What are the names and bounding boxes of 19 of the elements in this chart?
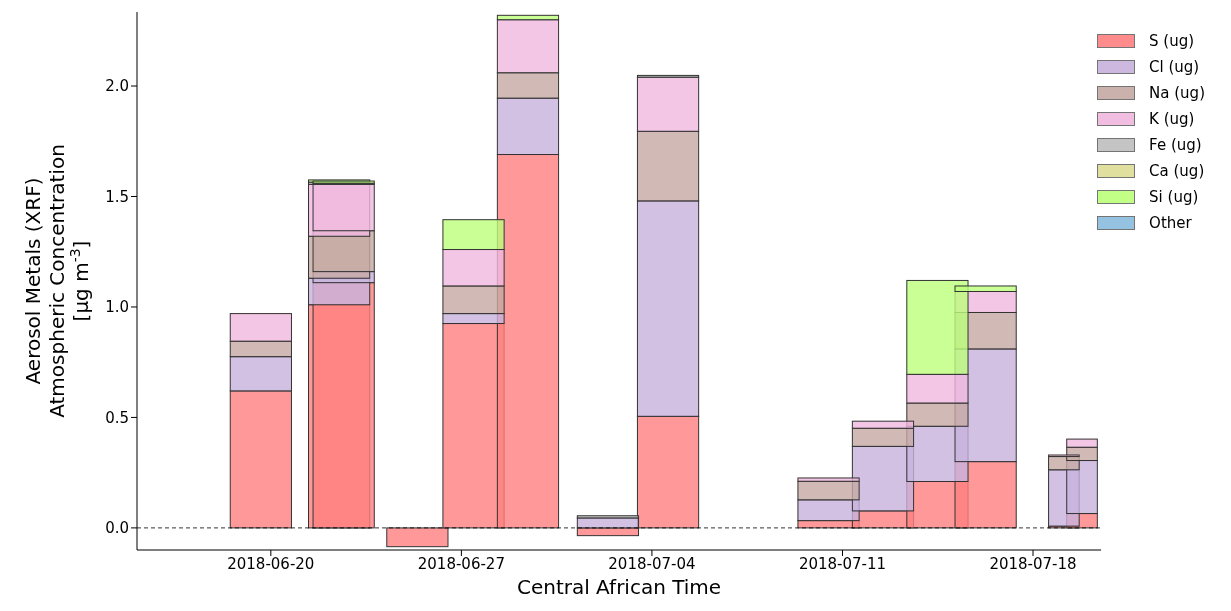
- legend-label: Na (ug): [1149, 84, 1205, 102]
- y-tick-label: 1.5: [105, 187, 129, 206]
- x-tick-label: 2018-07-11: [798, 554, 887, 573]
- legend-label: K (ug): [1149, 110, 1195, 128]
- y-tick-label: 0.0: [105, 519, 129, 538]
- legend-label: Fe (ug): [1149, 136, 1202, 154]
- legend-label: Si (ug): [1149, 188, 1199, 206]
- x-tick-label: 2018-06-20: [227, 554, 315, 573]
- legend-label: S (ug): [1149, 32, 1195, 50]
- legend-label: Other: [1149, 214, 1192, 232]
- x-axis-title: Central African Time: [516, 575, 722, 599]
- y-tick-label: 1.0: [105, 298, 129, 317]
- x-tick-label: 2018-07-18: [989, 554, 1077, 573]
- y-tick-label: 0.5: [105, 408, 129, 427]
- x-tick-label: 2018-06-27: [417, 554, 505, 573]
- legend-label: Cl (ug): [1149, 58, 1200, 76]
- legend-label: Ca (ug): [1149, 162, 1205, 180]
- x-tick-label: 2018-07-04: [608, 554, 696, 573]
- y-tick-label: 2.0: [105, 77, 129, 96]
